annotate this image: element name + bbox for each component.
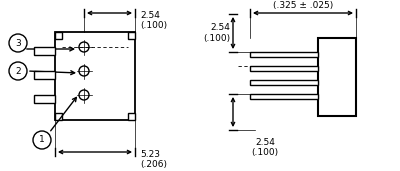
Text: 2.54
(.100): 2.54 (.100) [252,138,278,157]
Text: 2.54
(.100): 2.54 (.100) [140,11,167,30]
Bar [128,32,135,39]
Bar [250,52,318,57]
Text: 3: 3 [15,38,21,48]
Bar [55,113,62,120]
Bar [34,95,55,103]
Bar [55,32,62,39]
Text: 2.54
(.100): 2.54 (.100) [203,23,230,43]
Bar [34,47,55,55]
Bar [250,94,318,99]
Bar [318,38,356,116]
Bar [34,71,55,79]
Bar [128,113,135,120]
Bar [250,80,318,85]
Text: 5.23
(.206): 5.23 (.206) [140,150,167,169]
Bar [250,66,318,71]
Bar [55,32,135,120]
Text: 2: 2 [15,67,21,76]
Text: 8.26 ± .64
(.325 ± .025): 8.26 ± .64 (.325 ± .025) [273,0,333,10]
Text: 1: 1 [39,135,45,144]
